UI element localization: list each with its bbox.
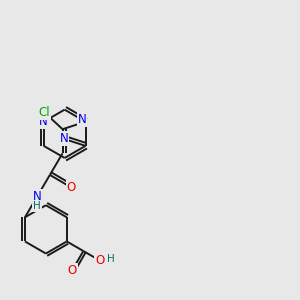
Text: N: N xyxy=(33,190,42,203)
Text: O: O xyxy=(67,181,76,194)
Text: H: H xyxy=(107,254,115,264)
Text: N: N xyxy=(39,115,48,128)
Text: N: N xyxy=(60,132,68,145)
Text: H: H xyxy=(33,201,41,211)
Text: O: O xyxy=(68,264,77,277)
Text: Cl: Cl xyxy=(38,106,50,119)
Text: N: N xyxy=(78,113,86,126)
Text: O: O xyxy=(95,254,105,267)
